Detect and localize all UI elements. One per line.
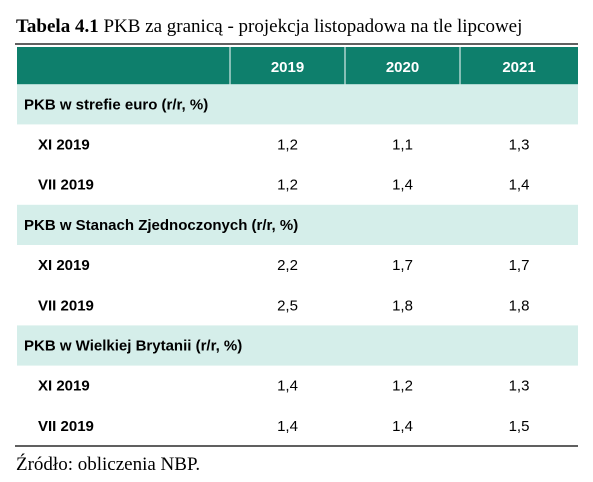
cell-value: 1,8 <box>392 297 413 314</box>
title-label: Tabela 4.1 <box>16 16 99 37</box>
source-note: Źródło: obliczenia NBP. <box>16 453 200 475</box>
group-row <box>17 204 578 245</box>
cell-value: 1,4 <box>509 177 530 194</box>
cell-value: 1,2 <box>277 177 298 194</box>
group-row <box>17 325 578 366</box>
header-cell: 2021 <box>502 59 535 76</box>
row-label: VII 2019 <box>38 418 94 435</box>
cell-value: 1,5 <box>509 418 530 435</box>
cell-value: 1,4 <box>392 418 413 435</box>
title-text: PKB za granicą - projekcja listopadowa n… <box>103 16 522 37</box>
cell-value: 1,8 <box>509 297 530 314</box>
group-label: PKB w strefie euro (r/r, %) <box>24 96 208 113</box>
cell-value: 1,2 <box>392 378 413 395</box>
row-label: XI 2019 <box>38 136 90 153</box>
header-cell: 2020 <box>386 59 419 76</box>
cell-value: 1,3 <box>509 378 530 395</box>
table-title: Tabela 4.1 PKB za granicą - projekcja li… <box>16 16 522 37</box>
cell-value: 1,4 <box>277 418 298 435</box>
header-row <box>17 47 578 88</box>
row-label: VII 2019 <box>38 297 94 314</box>
cell-value: 1,7 <box>392 257 413 274</box>
group-row <box>17 84 578 125</box>
cell-value: 2,5 <box>277 297 298 314</box>
cell-value: 1,4 <box>392 177 413 194</box>
cell-value: 1,4 <box>277 378 298 395</box>
header-cell: 2019 <box>271 59 304 76</box>
row-label: VII 2019 <box>38 177 94 194</box>
group-label: PKB w Stanach Zjednoczonych (r/r, %) <box>24 217 298 234</box>
cell-value: 1,2 <box>277 136 298 153</box>
row-label: XI 2019 <box>38 257 90 274</box>
cell-value: 1,3 <box>509 136 530 153</box>
row-label: XI 2019 <box>38 378 90 395</box>
cell-value: 1,7 <box>509 257 530 274</box>
cell-value: 1,1 <box>392 136 413 153</box>
cell-value: 2,2 <box>277 257 298 274</box>
group-label: PKB w Wielkiej Brytanii (r/r, %) <box>24 337 242 354</box>
table: 2019 2020 2021 PKB w strefie euro (r/r, %) X… <box>15 47 578 447</box>
